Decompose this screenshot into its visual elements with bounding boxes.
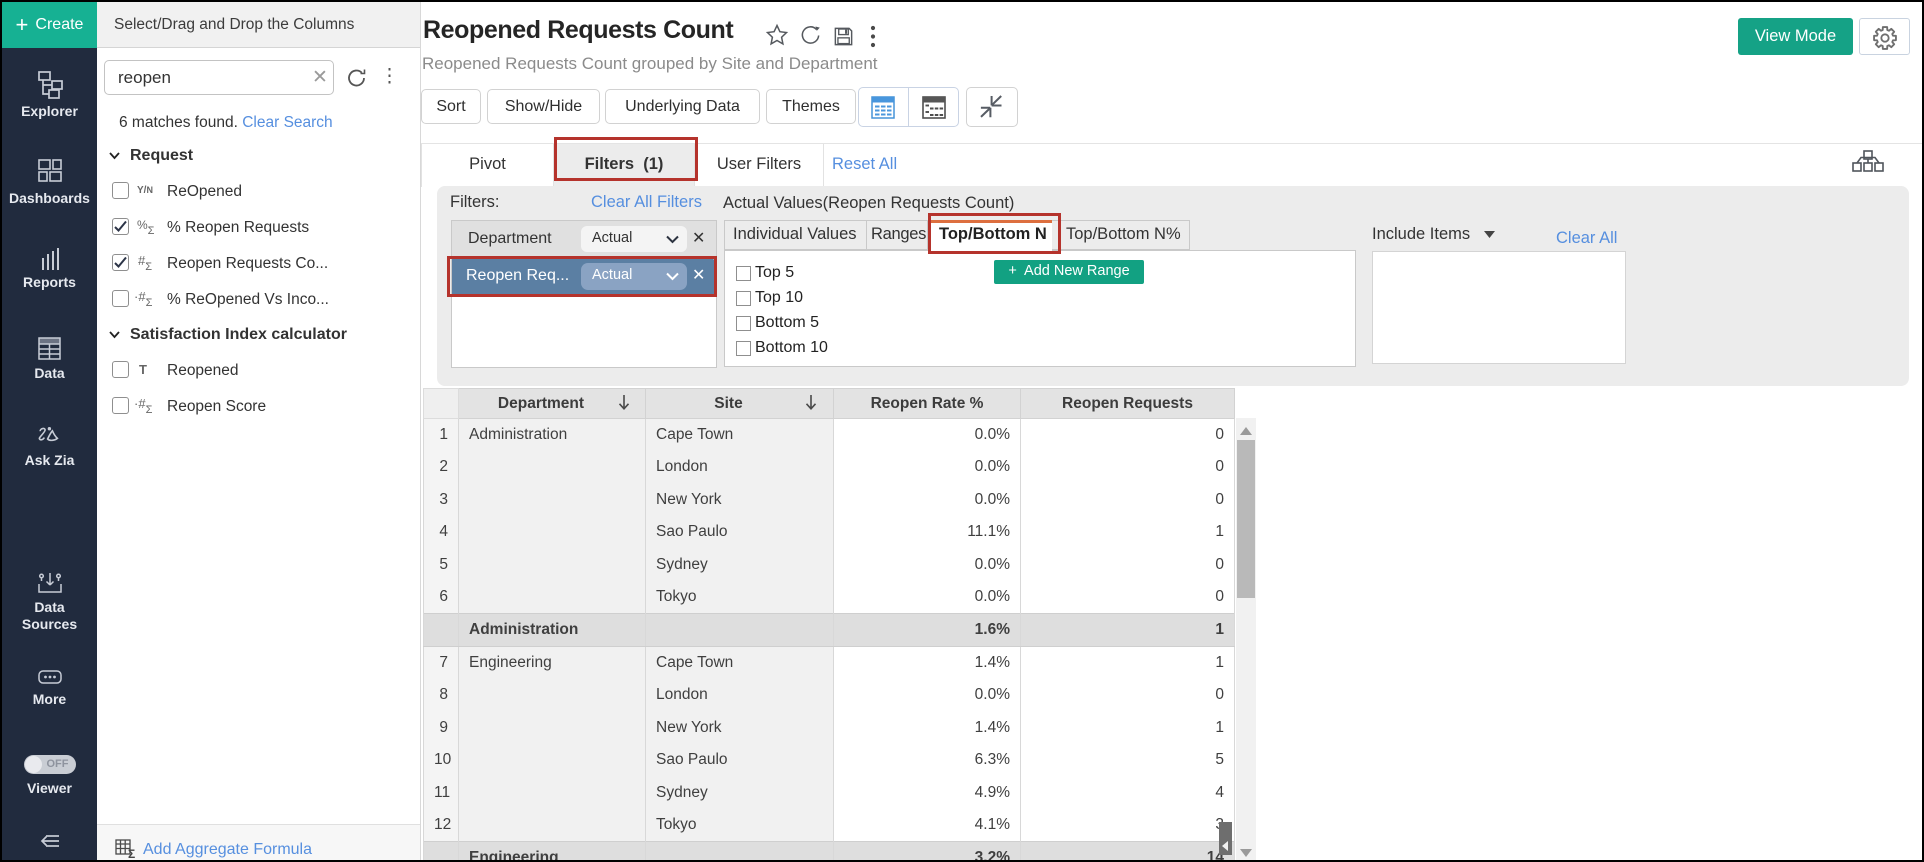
svg-text:Σ: Σ bbox=[128, 847, 135, 859]
